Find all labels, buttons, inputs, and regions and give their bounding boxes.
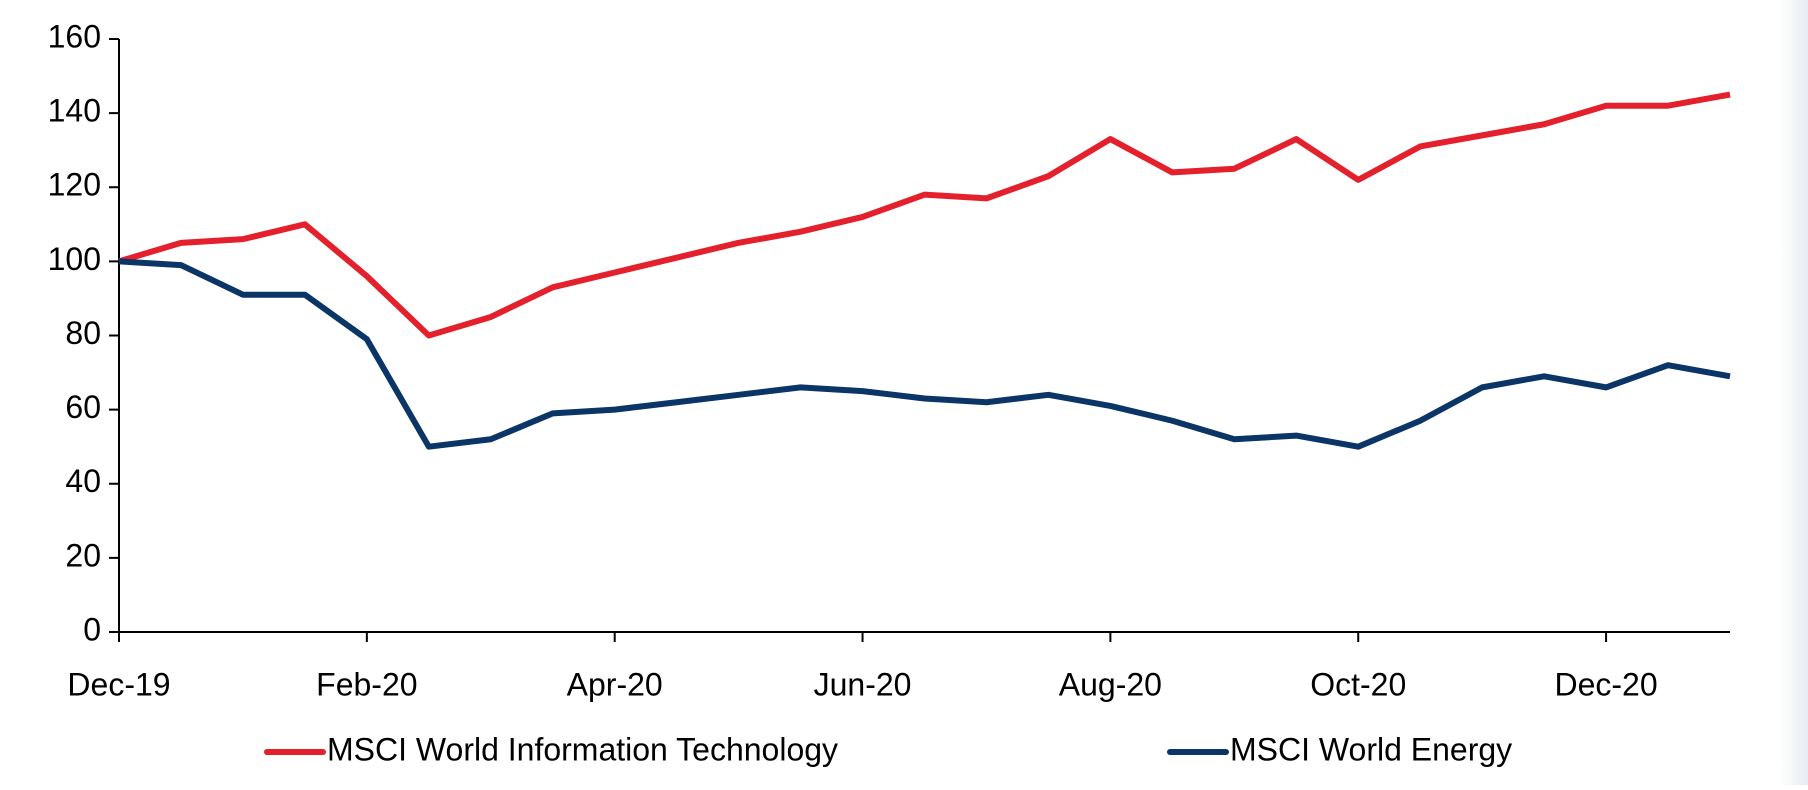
x-tick-label: Dec-19 <box>67 666 170 702</box>
legend-label: MSCI World Energy <box>1230 731 1512 767</box>
y-tick-label: 0 <box>83 611 101 647</box>
y-tick-label: 60 <box>65 389 101 425</box>
x-tick-label: Dec-20 <box>1554 666 1657 702</box>
y-tick-label: 160 <box>48 18 101 54</box>
x-tick-label: Apr-20 <box>567 666 663 702</box>
series-line <box>118 91 1731 339</box>
x-tick-label: Feb-20 <box>316 666 417 702</box>
y-tick-label: 140 <box>48 93 101 129</box>
edge-shade <box>1780 0 1808 785</box>
x-tick-label: Jun-20 <box>814 666 912 702</box>
x-tick-label: Aug-20 <box>1059 666 1162 702</box>
y-tick-label: 20 <box>65 537 101 573</box>
y-tick-label: 40 <box>65 463 101 499</box>
y-tick-label: 120 <box>48 167 101 203</box>
legend-label: MSCI World Information Technology <box>327 731 838 767</box>
y-tick-label: 100 <box>48 241 101 277</box>
x-tick-label: Oct-20 <box>1310 666 1406 702</box>
series-line <box>118 258 1731 450</box>
y-tick-label: 80 <box>65 315 101 351</box>
